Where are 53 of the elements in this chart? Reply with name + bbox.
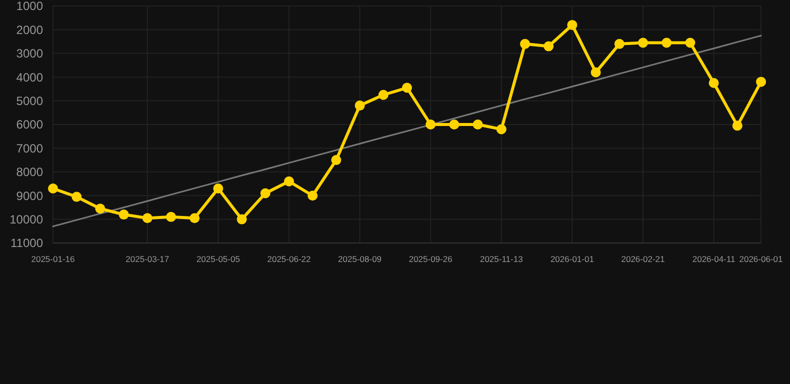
x-tick-label: 2025-06-22 <box>267 254 312 264</box>
point <box>284 176 294 186</box>
y-tick-label: 11000 <box>10 236 44 250</box>
point <box>260 188 270 198</box>
point <box>756 76 766 87</box>
point <box>118 210 129 220</box>
point <box>308 190 318 201</box>
point <box>72 192 82 202</box>
y-tick-label: 10000 <box>10 212 44 226</box>
point <box>449 120 460 130</box>
point <box>354 100 365 111</box>
x-tick-label: 2025-09-26 <box>408 254 453 264</box>
point <box>236 214 247 224</box>
x-tick-label: 2026-02-21 <box>621 254 666 264</box>
point <box>95 204 106 214</box>
point <box>166 212 176 222</box>
point <box>638 38 648 48</box>
point <box>142 213 152 224</box>
x-tick-label: 2025-08-09 <box>338 254 382 264</box>
y-tick-label: 8000 <box>16 165 44 180</box>
point <box>213 183 224 194</box>
y-tick-label: 4000 <box>16 70 44 84</box>
point <box>685 38 696 48</box>
x-tick-label: 2025-01-16 <box>31 254 76 264</box>
point <box>496 124 506 134</box>
y-tick-label: 9000 <box>16 188 44 203</box>
point <box>190 213 200 224</box>
y-tick-label: 5000 <box>16 94 44 108</box>
point <box>567 20 578 30</box>
x-tick-label: 2026-01-01 <box>550 254 594 264</box>
y-tick-label: 2000 <box>16 22 44 37</box>
point <box>331 155 342 166</box>
point <box>662 38 672 48</box>
x-tick-label: 2025-05-05 <box>196 254 240 264</box>
point <box>48 183 58 194</box>
y-tick-label: 7000 <box>16 141 44 156</box>
point <box>732 120 742 131</box>
point <box>614 38 624 49</box>
x-tick-label: 2025-11-13 <box>480 254 524 264</box>
point <box>402 82 412 93</box>
x-tick-label: 2026-04-11 <box>692 254 736 264</box>
x-tick-label: 2026-06-01 <box>739 254 784 264</box>
point <box>590 67 601 78</box>
point <box>472 120 483 130</box>
point <box>378 90 388 100</box>
point <box>520 38 530 49</box>
y-tick-label: 3000 <box>16 46 44 61</box>
y-tick-label: 1000 <box>16 0 44 14</box>
point <box>544 41 554 52</box>
x-tick-label: 2025-03-17 <box>126 254 170 264</box>
point <box>426 120 436 130</box>
y-tick-label: 6000 <box>16 118 44 132</box>
point <box>708 78 719 88</box>
